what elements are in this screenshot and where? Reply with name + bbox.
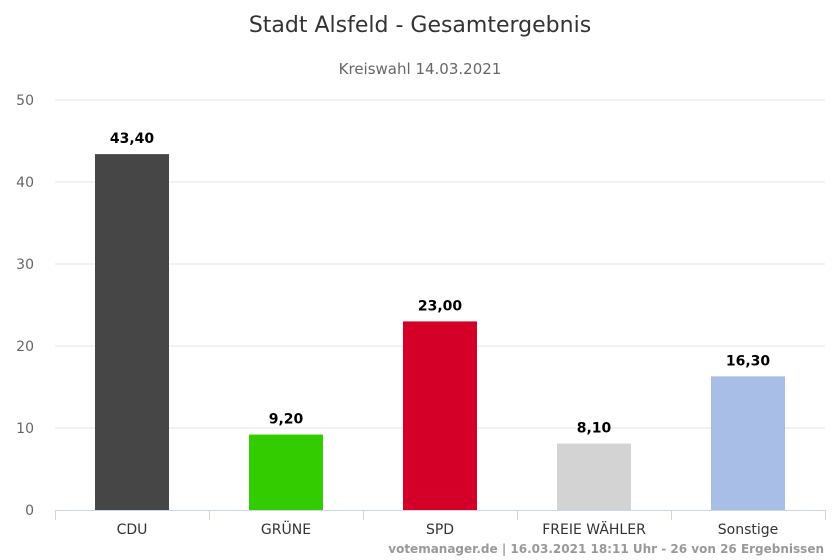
x-tick-label: Sonstige	[718, 522, 779, 538]
chart-subtitle: Kreiswahl 14.03.2021	[339, 60, 502, 78]
data-label: 9,20	[269, 412, 304, 428]
x-tick-label: FREIE WÄHLER	[542, 520, 646, 538]
bar-spd[interactable]	[403, 321, 477, 510]
x-tick-label: GRÜNE	[261, 520, 311, 538]
data-label: 8,10	[577, 421, 612, 437]
chart-title: Stadt Alsfeld - Gesamtergebnis	[249, 13, 591, 38]
bars	[95, 154, 785, 510]
bar-cdu[interactable]	[95, 154, 169, 510]
y-tick-label: 20	[16, 339, 34, 355]
y-tick-label: 10	[16, 421, 34, 437]
data-label: 23,00	[418, 298, 463, 314]
credits-text[interactable]: votemanager.de | 16.03.2021 18:11 Uhr - …	[388, 542, 824, 556]
x-tick-label: CDU	[117, 522, 148, 538]
data-label: 16,30	[726, 353, 771, 369]
y-tick-label: 0	[25, 503, 34, 519]
x-axis	[55, 510, 826, 520]
data-labels: 43,40 9,20 23,00 8,10 16,30	[110, 131, 771, 436]
bar-sonstige[interactable]	[711, 376, 785, 510]
y-axis-ticks: 0 10 20 30 40 50	[16, 93, 34, 519]
y-tick-label: 50	[16, 93, 34, 109]
bar-freie-w-hler[interactable]	[557, 443, 631, 510]
x-tick-label: SPD	[426, 522, 454, 538]
gridlines	[55, 99, 825, 429]
x-axis-ticks: CDU GRÜNE SPD FREIE WÄHLER Sonstige	[117, 520, 779, 538]
bar-gr-ne[interactable]	[249, 434, 323, 510]
data-label: 43,40	[110, 131, 155, 147]
y-tick-label: 40	[16, 175, 34, 191]
y-tick-label: 30	[16, 257, 34, 273]
